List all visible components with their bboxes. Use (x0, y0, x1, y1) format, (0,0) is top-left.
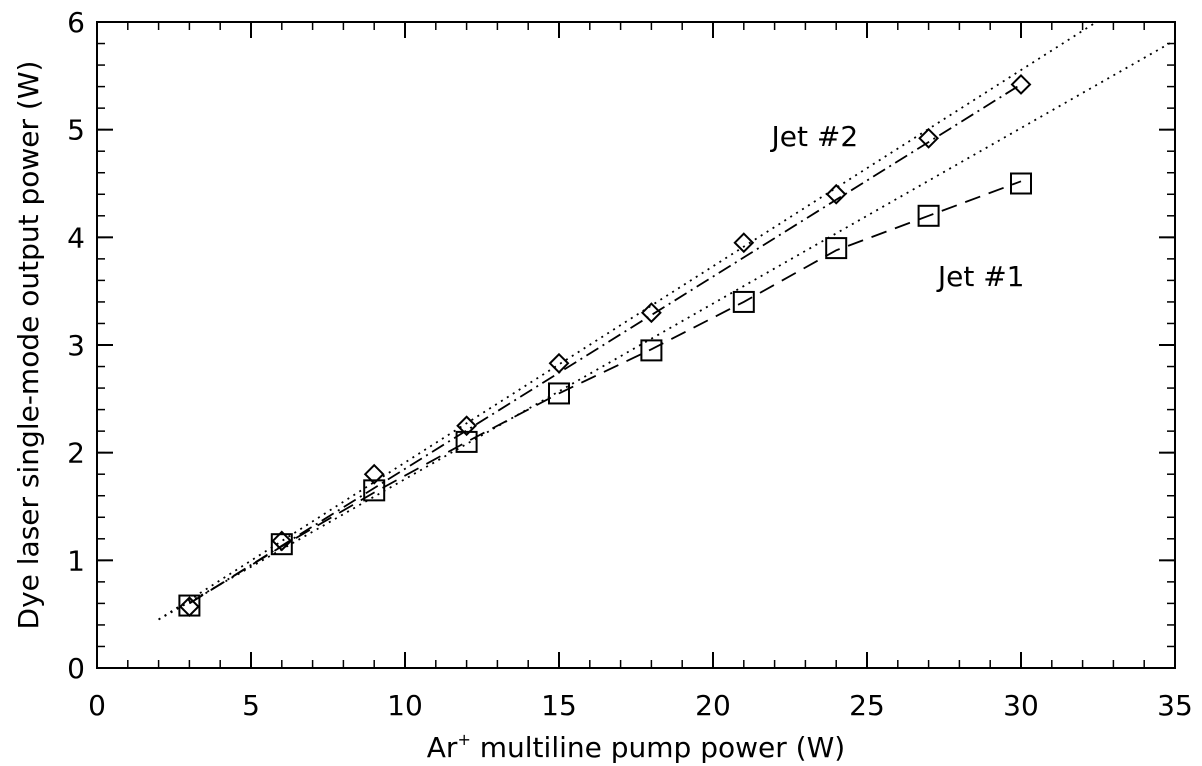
y-axis-label: Dye laser single-mode output power (W) (12, 61, 45, 630)
diamond-point (363, 463, 385, 485)
square-point (363, 479, 386, 502)
axis-ticks: 0 5 10 15 20 25 30 35 0 1 2 3 4 5 6 (67, 6, 1193, 722)
x-tick-label: 10 (387, 689, 423, 722)
y-tick-label: 1 (67, 544, 85, 577)
square-point (732, 290, 755, 313)
x-tick-label: 15 (541, 689, 577, 722)
square-point (640, 339, 663, 362)
x-tick-label: 30 (1003, 689, 1039, 722)
series-annotation: Jet #2 (770, 120, 859, 153)
square-point (178, 594, 201, 617)
y-tick-label: 4 (67, 221, 85, 254)
square-point (270, 533, 293, 556)
annotations: Jet #2 Jet #1 (770, 120, 1025, 293)
diamond-point (640, 302, 662, 324)
fit-lines (158, 22, 1175, 621)
x-axis-label: Ar+ multiline pump power (W) (427, 730, 845, 764)
diamond-point (548, 352, 570, 374)
x-tick-label: 35 (1157, 689, 1193, 722)
square-point (455, 430, 478, 453)
diamond-point (271, 530, 293, 552)
fit-line (188, 180, 1022, 605)
diamond-point (456, 415, 478, 437)
square-point (825, 237, 848, 260)
diamond-point (918, 127, 940, 149)
x-tick-label: 25 (849, 689, 885, 722)
fit-line (188, 83, 1022, 605)
x-tick-label: 5 (242, 689, 260, 722)
square-point (917, 204, 940, 227)
y-tick-label: 0 (67, 652, 85, 685)
y-tick-label: 5 (67, 114, 85, 147)
x-tick-label: 0 (88, 689, 106, 722)
fit-line (158, 39, 1175, 621)
series-annotation: Jet #1 (936, 260, 1025, 293)
plot-frame (96, 21, 1176, 669)
y-tick-label: 2 (67, 437, 85, 470)
square-point (548, 382, 570, 405)
data-markers (178, 74, 1032, 618)
diamond-point (733, 232, 755, 254)
y-tick-label: 6 (67, 6, 85, 39)
diamond-point (1010, 74, 1032, 95)
square-point (1010, 172, 1032, 195)
y-tick-label: 3 (67, 329, 85, 362)
diamond-point (825, 183, 847, 205)
x-tick-label: 20 (695, 689, 731, 722)
fit-line (158, 22, 1099, 621)
